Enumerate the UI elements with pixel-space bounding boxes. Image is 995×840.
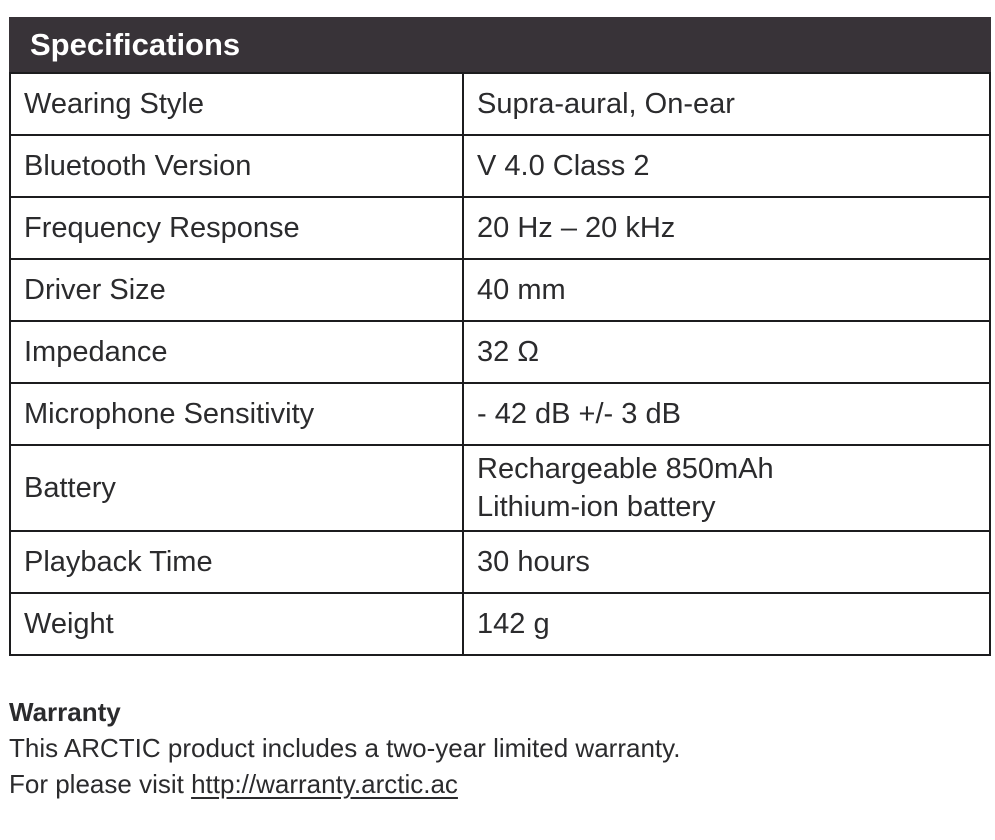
spec-label: Weight	[9, 592, 464, 656]
spec-label: Bluetooth Version	[9, 134, 464, 198]
spec-value: - 42 dB +/- 3 dB	[462, 382, 991, 446]
specifications-table: Wearing Style Supra-aural, On-ear Blueto…	[9, 72, 991, 656]
spec-label: Playback Time	[9, 530, 464, 594]
warranty-link-line: For please visit http://warranty.arctic.…	[9, 766, 969, 802]
table-row: Bluetooth Version V 4.0 Class 2	[9, 134, 991, 198]
spec-value: V 4.0 Class 2	[462, 134, 991, 198]
spec-value: Supra-aural, On-ear	[462, 72, 991, 136]
warranty-text: This ARCTIC product includes a two-year …	[9, 733, 681, 763]
spec-label: Impedance	[9, 320, 464, 384]
spec-label: Frequency Response	[9, 196, 464, 260]
table-row: Microphone Sensitivity - 42 dB +/- 3 dB	[9, 382, 991, 446]
spec-value: 40 mm	[462, 258, 991, 322]
spec-label: Microphone Sensitivity	[9, 382, 464, 446]
table-row: Frequency Response 20 Hz – 20 kHz	[9, 196, 991, 260]
warranty-section: Warranty This ARCTIC product includes a …	[9, 694, 969, 802]
spec-value: 20 Hz – 20 kHz	[462, 196, 991, 260]
table-row: Playback Time 30 hours	[9, 530, 991, 594]
spec-value: Rechargeable 850mAh Lithium-ion battery	[462, 444, 991, 532]
specifications-section: Specifications Wearing Style Supra-aural…	[9, 17, 991, 656]
spec-value: 30 hours	[462, 530, 991, 594]
warranty-link-prefix: For please visit	[9, 769, 192, 799]
spec-value: 142 g	[462, 592, 991, 656]
table-row: Wearing Style Supra-aural, On-ear	[9, 72, 991, 136]
table-row: Impedance 32 Ω	[9, 320, 991, 384]
spec-label: Wearing Style	[9, 72, 464, 136]
table-row: Battery Rechargeable 850mAh Lithium-ion …	[9, 444, 991, 532]
warranty-heading: Warranty	[9, 697, 121, 727]
spec-label: Battery	[9, 444, 464, 532]
table-row: Driver Size 40 mm	[9, 258, 991, 322]
spec-label: Driver Size	[9, 258, 464, 322]
specifications-header: Specifications	[9, 17, 991, 72]
spec-value: 32 Ω	[462, 320, 991, 384]
warranty-url-link[interactable]: http://warranty.arctic.ac	[191, 769, 458, 799]
table-row: Weight 142 g	[9, 592, 991, 656]
